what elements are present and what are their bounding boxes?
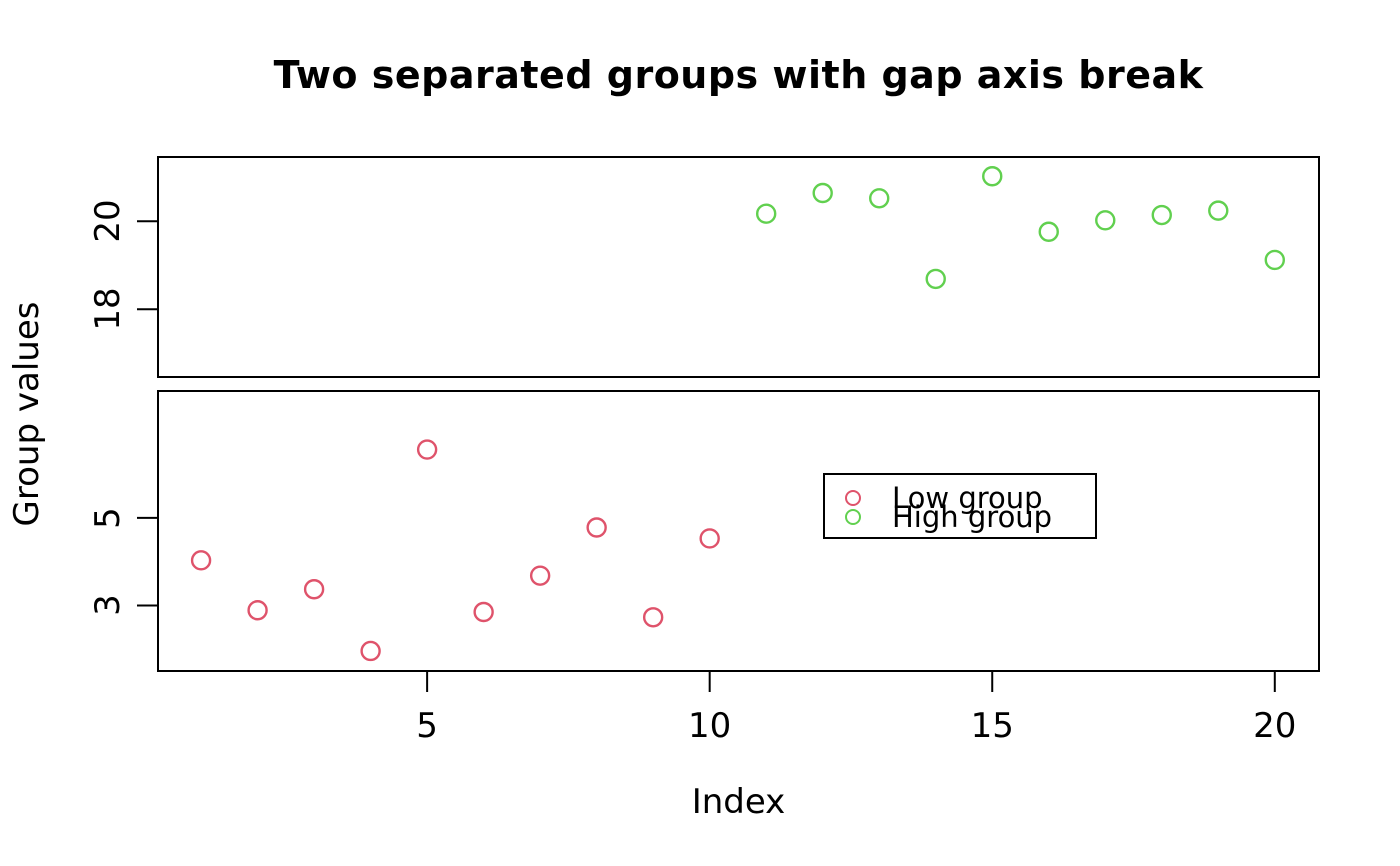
legend-label-low-group: Low group xyxy=(892,481,1043,515)
legend-marker-low-group-icon xyxy=(845,490,861,506)
data-point-low-group xyxy=(586,517,607,538)
data-point-low-group xyxy=(190,550,212,571)
data-point-high-group xyxy=(1264,249,1285,271)
data-point-high-group xyxy=(812,182,833,204)
data-point-low-group xyxy=(642,607,664,628)
data-point-low-group xyxy=(303,579,325,600)
y-tick-label-18: 18 xyxy=(88,287,128,331)
data-point-low-group xyxy=(699,528,720,549)
data-point-high-group xyxy=(755,203,777,224)
data-point-low-group xyxy=(473,601,494,623)
chart-title: Two separated groups with gap axis break xyxy=(273,53,1204,97)
data-point-high-group xyxy=(982,166,1003,187)
data-point-high-group xyxy=(1151,204,1172,226)
y-tick-label-5: 5 xyxy=(88,507,128,529)
data-point-low-group xyxy=(416,439,438,460)
data-point-low-group xyxy=(247,600,268,621)
data-point-high-group xyxy=(869,188,890,209)
x-axis-label: Index xyxy=(691,782,786,822)
x-tick-label-5: 5 xyxy=(416,706,438,746)
data-point-high-group xyxy=(1038,221,1059,242)
x-tick-label-15: 15 xyxy=(970,706,1014,746)
legend: Low group High group xyxy=(823,473,1097,539)
data-point-low-group xyxy=(360,640,381,662)
y-tick-label-3: 3 xyxy=(88,594,128,617)
data-point-high-group xyxy=(1208,200,1229,221)
legend-label-high-group: High group xyxy=(892,500,1053,534)
x-tick-label-20: 20 xyxy=(1253,706,1297,746)
x-tick-label-10: 10 xyxy=(688,706,732,746)
legend-marker-high-group-icon xyxy=(845,509,861,525)
data-point-high-group xyxy=(1095,210,1116,231)
top-panel xyxy=(157,156,1320,378)
y-tick-label-20: 20 xyxy=(88,199,128,243)
data-point-low-group xyxy=(529,565,551,586)
bottom-panel xyxy=(157,390,1320,672)
data-point-high-group xyxy=(925,268,946,290)
